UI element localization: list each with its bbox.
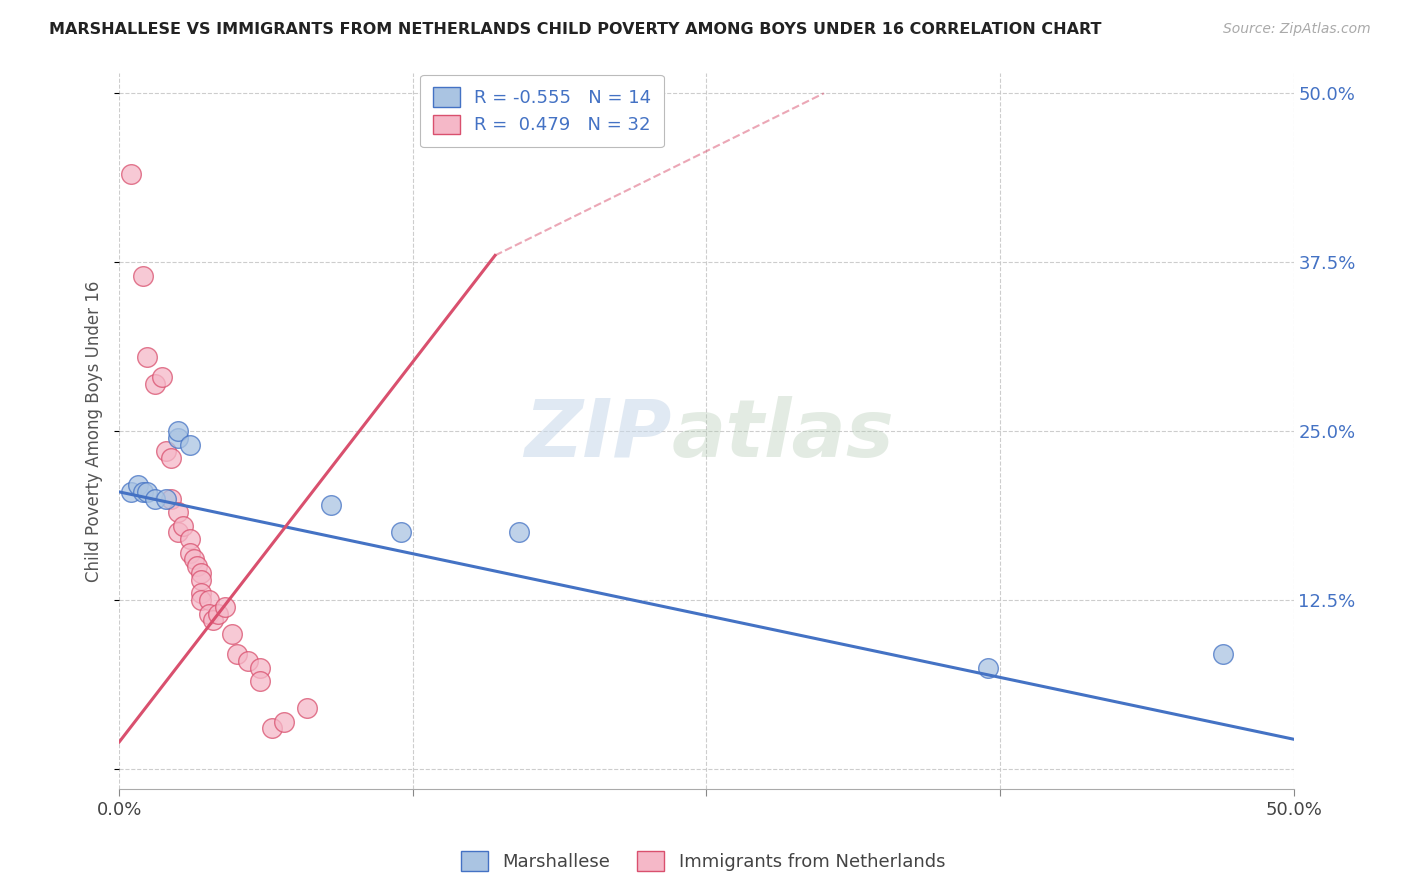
Point: [155, 444, 177, 458]
Point: [179, 546, 201, 560]
Point: [207, 607, 229, 621]
Text: MARSHALLESE VS IMMIGRANTS FROM NETHERLANDS CHILD POVERTY AMONG BOYS UNDER 16 COR: MARSHALLESE VS IMMIGRANTS FROM NETHERLAN…: [49, 22, 1102, 37]
Point: [389, 525, 412, 540]
Text: Source: ZipAtlas.com: Source: ZipAtlas.com: [1223, 22, 1371, 37]
Point: [238, 654, 260, 668]
Point: [197, 607, 219, 621]
Point: [132, 268, 155, 283]
Point: [143, 376, 166, 391]
Point: [150, 370, 173, 384]
Point: [132, 484, 155, 499]
Point: [977, 660, 1000, 674]
Point: [155, 491, 177, 506]
Point: [179, 437, 201, 451]
Point: [167, 525, 190, 540]
Point: [186, 559, 208, 574]
Point: [249, 660, 271, 674]
Point: [214, 599, 236, 614]
Point: [167, 431, 190, 445]
Text: ZIP: ZIP: [524, 396, 671, 474]
Point: [1212, 647, 1234, 661]
Point: [221, 627, 243, 641]
Point: [143, 491, 166, 506]
Point: [183, 552, 205, 566]
Legend: R = -0.555   N = 14, R =  0.479   N = 32: R = -0.555 N = 14, R = 0.479 N = 32: [420, 75, 664, 147]
Point: [273, 714, 295, 729]
Point: [120, 167, 142, 181]
Text: atlas: atlas: [671, 396, 894, 474]
Point: [190, 573, 212, 587]
Point: [160, 491, 183, 506]
Point: [120, 484, 142, 499]
Point: [197, 593, 219, 607]
Point: [167, 424, 190, 438]
Point: [249, 674, 271, 689]
Point: [136, 484, 159, 499]
Point: [508, 525, 530, 540]
Point: [167, 505, 190, 519]
Point: [127, 478, 149, 492]
Point: [160, 451, 183, 466]
Point: [225, 647, 247, 661]
Point: [136, 350, 159, 364]
Point: [260, 722, 283, 736]
Point: [190, 593, 212, 607]
Point: [190, 586, 212, 600]
Point: [190, 566, 212, 580]
Point: [172, 518, 194, 533]
Y-axis label: Child Poverty Among Boys Under 16: Child Poverty Among Boys Under 16: [86, 280, 103, 582]
Point: [319, 499, 342, 513]
Legend: Marshallese, Immigrants from Netherlands: Marshallese, Immigrants from Netherlands: [454, 844, 952, 879]
Point: [295, 701, 318, 715]
Point: [179, 532, 201, 546]
Point: [202, 613, 225, 627]
